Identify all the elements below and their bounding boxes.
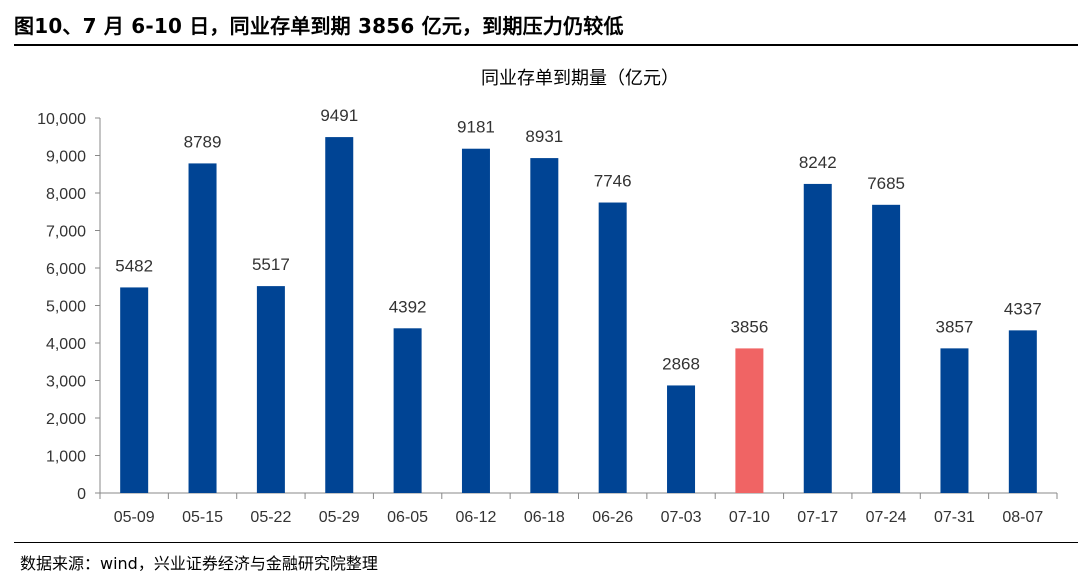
x-tick-label: 08-07 [1002, 509, 1043, 526]
x-tick-label: 07-10 [729, 509, 770, 526]
source-note: 数据来源：wind，兴业证券经济与金融研究院整理 [20, 554, 378, 573]
x-tick-label: 06-05 [387, 509, 428, 526]
y-axis: 0 1,000 2,000 3,000 4,000 5,000 6,000 7,000 8,00… [37, 111, 101, 503]
y-tick-label: 10,000 [37, 111, 86, 128]
chart-title: 同业存单到期量（亿元） [481, 68, 679, 89]
data-label: 3857 [936, 317, 974, 336]
x-tick-label: 05-22 [250, 509, 291, 526]
y-tick-label: 1,000 [46, 449, 86, 466]
bars [120, 137, 1037, 494]
x-tick-label: 05-15 [182, 509, 223, 526]
data-label: 2868 [662, 354, 700, 373]
figure-header: 图10、7 月 6-10 日，同业存单到期 3856 亿元，到期压力仍较低 [14, 6, 1074, 44]
y-tick-label: 6,000 [46, 261, 86, 278]
x-tick-label: 07-24 [866, 509, 907, 526]
bar [325, 137, 354, 493]
data-labels: 5482 8789 5517 9491 4392 9181 8931 7746 2868 3856… [115, 106, 1041, 373]
x-tick-label: 05-09 [114, 509, 155, 526]
bar [940, 348, 969, 493]
data-label: 8242 [799, 153, 837, 172]
data-label: 8931 [525, 127, 563, 146]
data-label: 5517 [252, 255, 290, 274]
y-tick-label: 0 [77, 486, 86, 503]
y-tick-label: 5,000 [46, 299, 86, 316]
chart-area: 同业存单到期量（亿元） 0 1,000 2,000 3,000 4,000 5,000 6,… [0, 46, 1080, 536]
bar [872, 204, 901, 493]
x-tick-label: 07-31 [934, 509, 975, 526]
bar [1008, 330, 1037, 493]
bar [461, 148, 490, 493]
data-label: 7685 [867, 174, 905, 193]
footer-divider [14, 542, 1078, 543]
y-tick-label: 2,000 [46, 411, 86, 428]
header-divider [14, 44, 1078, 46]
bar [803, 183, 832, 494]
data-label: 4392 [389, 297, 427, 316]
data-label: 7746 [594, 172, 632, 191]
bar [120, 287, 149, 493]
y-tick-label: 3,000 [46, 374, 86, 391]
x-tick-label: 07-03 [661, 509, 702, 526]
data-label: 4337 [1004, 299, 1042, 318]
data-label: 8789 [184, 132, 222, 151]
bar [188, 163, 217, 493]
figure-caption: 图10、7 月 6-10 日，同业存单到期 3856 亿元，到期压力仍较低 [14, 14, 624, 38]
x-axis: 05-09 05-15 05-22 05-29 06-05 06-12 06-18 06-26… [99, 492, 1058, 526]
x-tick-label: 06-26 [592, 509, 633, 526]
x-tick-label: 06-18 [524, 509, 565, 526]
bar [530, 158, 559, 493]
x-tick-label: 06-12 [456, 509, 497, 526]
bar [735, 348, 764, 493]
bar [598, 202, 627, 493]
bar-chart: 同业存单到期量（亿元） 0 1,000 2,000 3,000 4,000 5,000 6,… [37, 68, 1058, 526]
bar [667, 385, 696, 493]
y-tick-label: 9,000 [46, 149, 86, 166]
data-label: 9181 [457, 118, 495, 137]
x-tick-label: 05-29 [319, 509, 360, 526]
y-tick-label: 7,000 [46, 224, 86, 241]
bar [256, 286, 285, 493]
data-label: 5482 [115, 256, 153, 275]
data-label: 9491 [320, 106, 358, 125]
bar [393, 328, 422, 493]
data-label: 3856 [730, 317, 768, 336]
y-tick-label: 8,000 [46, 186, 86, 203]
x-tick-label: 07-17 [797, 509, 838, 526]
y-tick-label: 4,000 [46, 336, 86, 353]
